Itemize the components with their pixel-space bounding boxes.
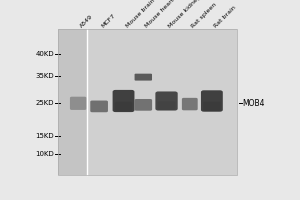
Text: MCF7: MCF7 xyxy=(100,13,116,29)
Text: A549: A549 xyxy=(79,14,94,29)
Text: 10KD: 10KD xyxy=(35,151,54,157)
Bar xyxy=(88,29,238,175)
FancyBboxPatch shape xyxy=(135,74,152,81)
FancyBboxPatch shape xyxy=(70,97,86,110)
Text: 35KD: 35KD xyxy=(36,73,54,79)
FancyBboxPatch shape xyxy=(201,90,223,112)
FancyBboxPatch shape xyxy=(182,98,198,110)
Text: 40KD: 40KD xyxy=(36,51,54,57)
FancyBboxPatch shape xyxy=(134,99,152,111)
FancyBboxPatch shape xyxy=(155,91,178,111)
Text: Mouse heart: Mouse heart xyxy=(145,0,176,29)
Text: 15KD: 15KD xyxy=(36,133,54,139)
FancyBboxPatch shape xyxy=(112,90,134,112)
FancyBboxPatch shape xyxy=(203,102,221,111)
FancyBboxPatch shape xyxy=(90,101,108,112)
Text: Rat brain: Rat brain xyxy=(213,5,237,29)
FancyBboxPatch shape xyxy=(115,102,132,111)
Text: Mouse brain: Mouse brain xyxy=(125,0,155,29)
Text: Mouse kidney: Mouse kidney xyxy=(168,0,202,29)
FancyBboxPatch shape xyxy=(158,101,175,110)
Text: Rat spleen: Rat spleen xyxy=(191,2,218,29)
Text: 25KD: 25KD xyxy=(36,100,54,106)
Text: MOB4: MOB4 xyxy=(243,99,265,108)
Bar xyxy=(58,29,88,175)
Bar xyxy=(58,29,238,175)
